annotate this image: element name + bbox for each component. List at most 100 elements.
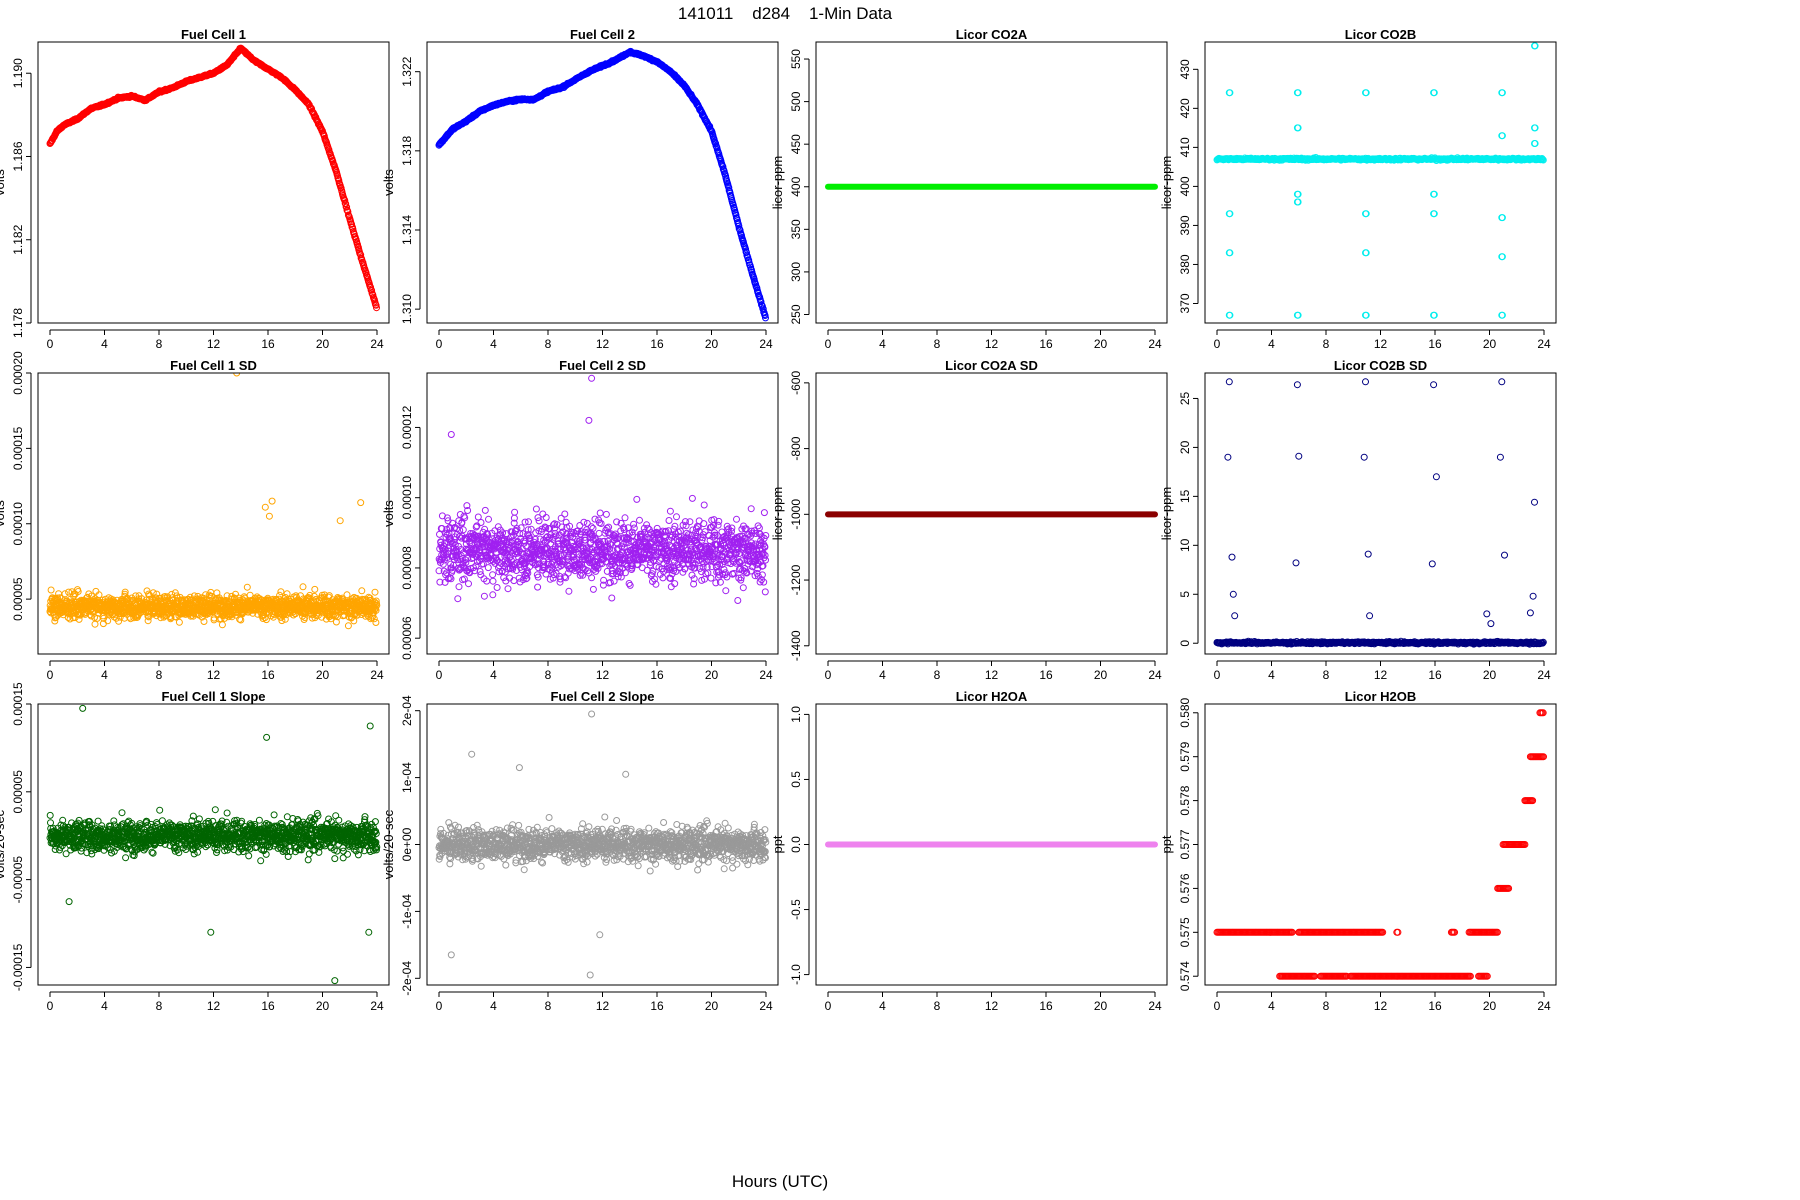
data-point — [542, 514, 550, 521]
x-tick-label: 24 — [759, 668, 773, 680]
data-point — [461, 514, 469, 522]
data-point — [561, 573, 569, 581]
data-point — [620, 526, 628, 533]
y-tick-label: 420 — [1178, 98, 1192, 118]
data-point — [690, 580, 698, 588]
data-point — [439, 560, 447, 568]
x-tick-label: 12 — [207, 668, 221, 680]
data-point — [589, 585, 597, 593]
x-tick-label: 0 — [47, 668, 54, 680]
x-tick-label: 12 — [207, 337, 221, 349]
x-tick-label: 0 — [436, 668, 443, 680]
data-point — [579, 571, 587, 579]
data-point — [699, 563, 707, 571]
data-point — [371, 598, 379, 606]
data-point — [709, 533, 717, 541]
y-tick-label: 350 — [789, 219, 803, 239]
y-tick-label: 1.318 — [400, 135, 414, 165]
data-point — [655, 563, 663, 571]
data-point — [1498, 214, 1506, 222]
data-point — [679, 521, 687, 529]
data-point — [613, 518, 621, 526]
y-tick-label: 0.00010 — [11, 502, 25, 546]
data-point — [690, 575, 698, 583]
data-point — [484, 564, 492, 572]
x-tick-label: 8 — [1323, 337, 1330, 349]
data-point — [74, 588, 82, 595]
data-point — [480, 592, 488, 600]
data-point — [455, 583, 463, 591]
data-point — [621, 569, 629, 577]
x-tick-label: 16 — [1428, 337, 1442, 349]
data-point — [605, 523, 613, 531]
data-point — [679, 568, 687, 576]
data-point — [716, 578, 724, 586]
data-point — [472, 523, 480, 531]
y-tick-label: 1.186 — [11, 141, 25, 171]
data-point — [489, 571, 497, 579]
data-point — [341, 197, 349, 204]
data-point — [265, 512, 273, 520]
data-point — [700, 520, 708, 528]
data-point — [91, 620, 99, 628]
data-point — [743, 569, 751, 577]
data-point — [640, 524, 648, 532]
data-point — [628, 528, 636, 536]
data-point — [762, 314, 769, 322]
x-tick-label: 8 — [934, 337, 941, 349]
data-point — [348, 220, 356, 228]
data-point — [719, 163, 727, 171]
x-tick-label: 12 — [1374, 337, 1388, 349]
data-point — [559, 528, 567, 536]
data-point — [671, 580, 679, 588]
data-point — [762, 556, 769, 564]
data-point — [144, 617, 152, 625]
data-point — [736, 532, 744, 540]
data-point — [568, 538, 576, 546]
x-tick-label: 8 — [934, 668, 941, 680]
data-point — [706, 122, 714, 130]
data-point — [1294, 198, 1302, 206]
data-point — [454, 556, 462, 564]
plot-frame — [37, 372, 390, 655]
x-tick-label: 24 — [370, 668, 384, 680]
y-tick-label: -800 — [789, 436, 803, 460]
data-point — [469, 551, 477, 558]
chart-title: Licor CO2A — [956, 27, 1028, 42]
y-tick-label: 430 — [1178, 59, 1192, 79]
data-point — [739, 584, 747, 592]
data-point — [608, 594, 616, 602]
data-point — [1498, 132, 1506, 140]
data-point — [761, 588, 769, 596]
data-point — [489, 577, 497, 585]
data-point — [686, 518, 694, 526]
data-point — [476, 568, 484, 575]
data-point — [1226, 210, 1234, 218]
page-title: 141011 d284 1-Min Data — [677, 4, 893, 23]
data-point — [446, 525, 454, 533]
plot-frame — [426, 372, 779, 655]
data-point — [534, 583, 542, 591]
data-point — [595, 529, 603, 537]
data-point — [681, 565, 689, 573]
data-point — [652, 580, 660, 588]
data-point — [115, 617, 123, 625]
data-point — [673, 513, 680, 521]
data-point — [607, 541, 615, 549]
data-point — [720, 566, 728, 573]
data-point — [481, 506, 489, 514]
y-tick-label: 380 — [1178, 254, 1192, 274]
y-tick-label: 1.314 — [400, 215, 414, 245]
data-point — [729, 570, 737, 578]
y-tick-label: 0.00012 — [400, 405, 414, 449]
data-point — [751, 572, 759, 580]
data-point — [508, 532, 516, 540]
data-point — [372, 301, 380, 309]
data-point — [649, 567, 657, 575]
data-point — [84, 593, 91, 601]
